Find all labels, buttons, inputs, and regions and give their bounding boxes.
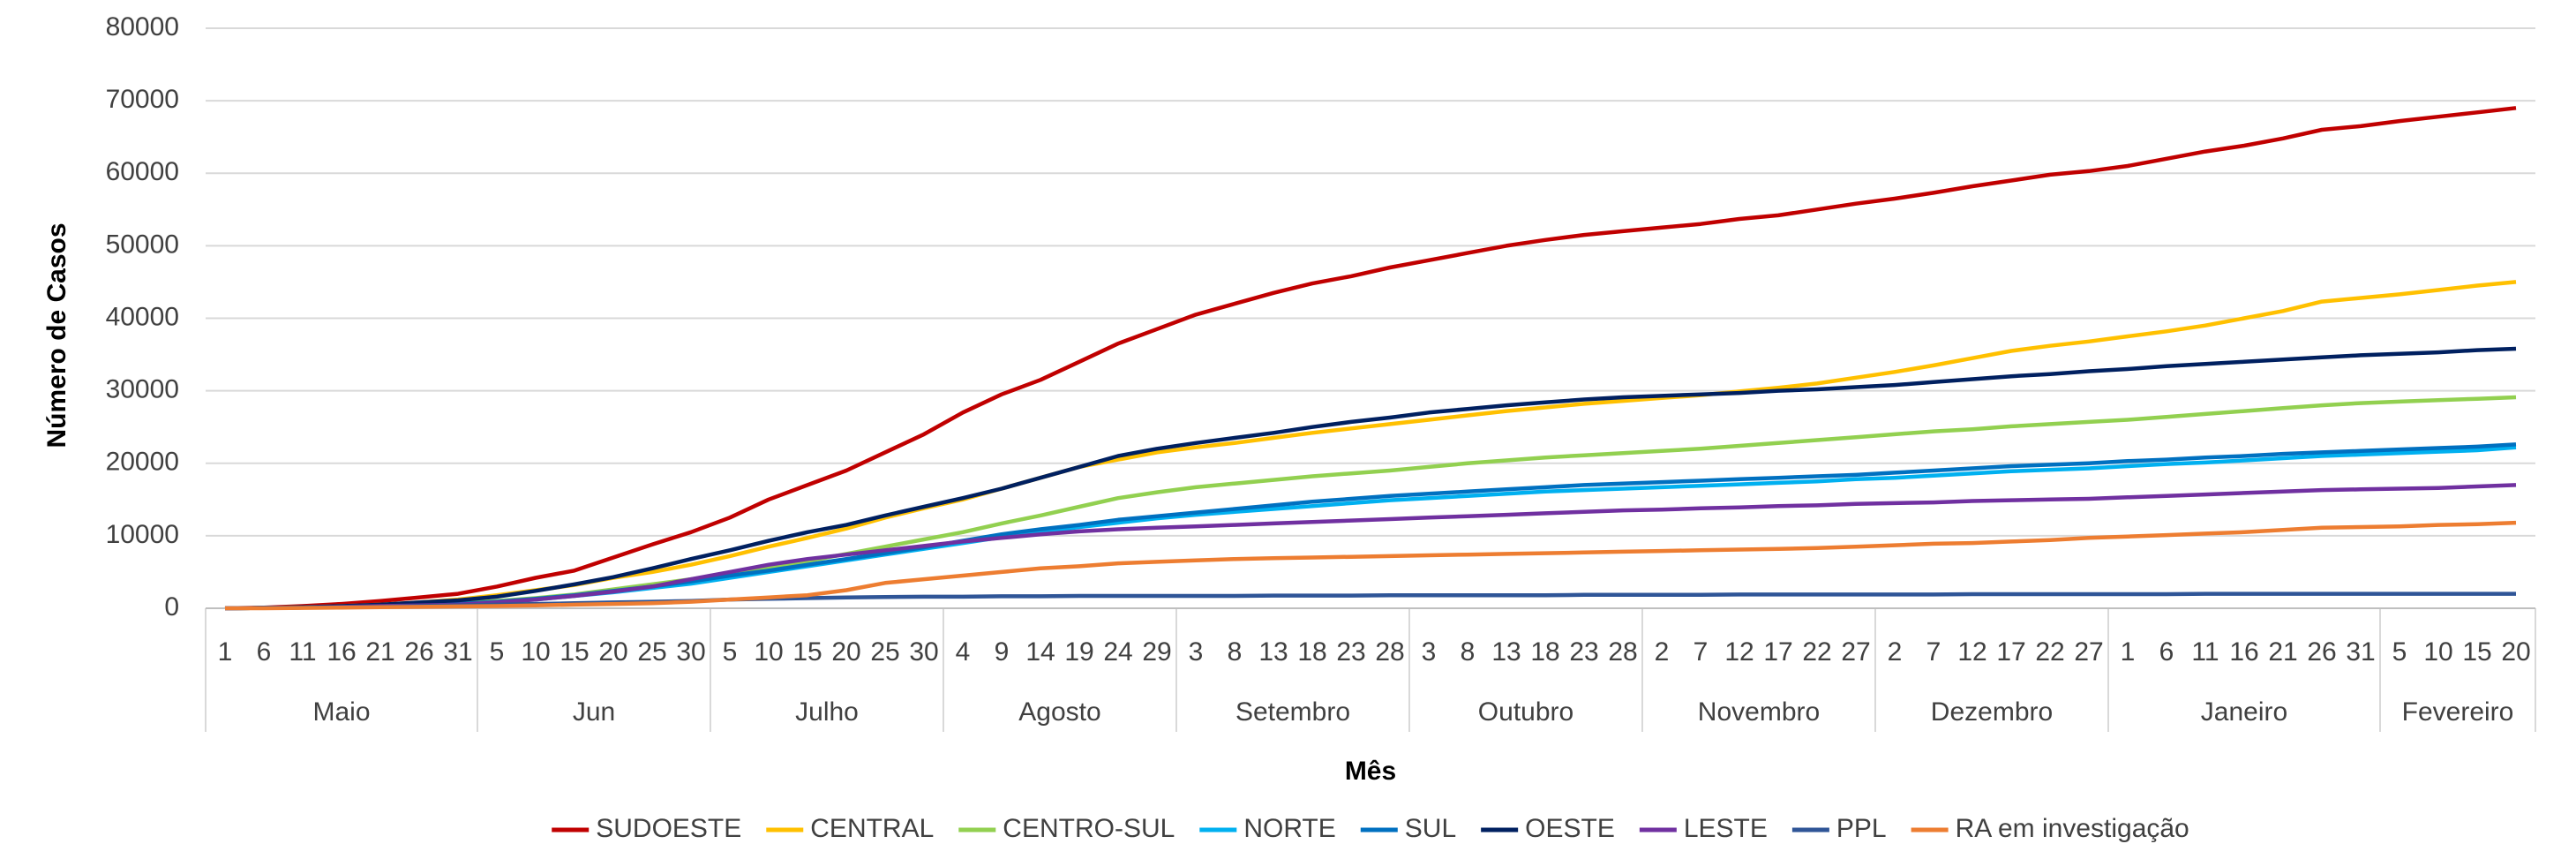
x-tick-label: 21 [2268, 637, 2297, 667]
x-tick-label: 18 [1297, 637, 1326, 667]
y-tick-label: 50000 [106, 230, 179, 259]
x-tick-label: 11 [2191, 637, 2219, 667]
x-tick-label: 5 [723, 637, 738, 667]
x-tick-label: 10 [754, 637, 783, 667]
y-tick-label: 80000 [106, 12, 179, 41]
x-tick-label: 30 [909, 637, 938, 667]
series-line [225, 520, 2517, 611]
legend-label: PPL [1836, 814, 1887, 843]
x-tick-label: 27 [2074, 637, 2103, 667]
x-tick-label: 4 [956, 637, 971, 667]
x-tick-label: 20 [2501, 637, 2530, 667]
x-tick-label: 20 [598, 637, 627, 667]
x-tick-label: 7 [1694, 637, 1709, 667]
x-tick-label: 3 [1422, 637, 1437, 667]
legend-label: SUL [1405, 814, 1456, 843]
y-axis-title: Número de Casos [42, 222, 71, 448]
x-tick-label: 6 [257, 637, 272, 667]
y-tick-label: 40000 [106, 302, 179, 331]
x-tick-label: 15 [560, 637, 589, 667]
x-tick-label: 28 [1375, 637, 1404, 667]
x-group-label: Maio [312, 697, 370, 727]
x-tick-label: 14 [1025, 637, 1055, 667]
x-tick-label: 17 [1763, 637, 1792, 667]
x-tick-label: 18 [1530, 637, 1559, 667]
x-tick-label: 29 [1142, 637, 1171, 667]
x-tick-label: 25 [637, 637, 666, 667]
legend-label: RA em investigação [1956, 814, 2189, 843]
x-tick-label: 1 [218, 637, 233, 667]
x-tick-label: 26 [2307, 637, 2336, 667]
x-tick-label: 28 [1608, 637, 1637, 667]
y-tick-label: 30000 [106, 375, 179, 404]
legend-label: NORTE [1243, 814, 1335, 843]
x-group-label: Julho [795, 697, 859, 727]
x-axis-title: Mês [1345, 757, 1396, 786]
legend-label: CENTRO-SUL [1003, 814, 1175, 843]
x-tick-label: 7 [1926, 637, 1941, 667]
x-tick-label: 3 [1189, 637, 1204, 667]
x-group-label: Setembro [1235, 697, 1350, 727]
x-tick-label: 15 [2462, 637, 2491, 667]
x-group-label: Novembro [1698, 697, 1820, 727]
y-tick-label: 0 [164, 592, 179, 622]
y-tick-label: 70000 [106, 85, 179, 114]
x-tick-label: 24 [1103, 637, 1132, 667]
x-tick-label: 1 [2121, 637, 2136, 667]
x-tick-label: 25 [870, 637, 899, 667]
x-tick-label: 8 [1461, 637, 1476, 667]
x-tick-label: 12 [1724, 637, 1754, 667]
x-tick-label: 6 [2159, 637, 2174, 667]
legend-label: SUDOESTE [596, 814, 741, 843]
x-tick-label: 11 [289, 637, 316, 667]
x-tick-label: 22 [2035, 637, 2064, 667]
x-tick-label: 13 [1258, 637, 1288, 667]
legend-label: LESTE [1684, 814, 1768, 843]
x-tick-label: 15 [792, 637, 822, 667]
x-tick-label: 31 [2346, 637, 2375, 667]
x-group-label: Jun [573, 697, 615, 727]
x-tick-label: 20 [831, 637, 860, 667]
x-tick-label: 10 [521, 637, 550, 667]
x-group-label: Fevereiro [2402, 697, 2514, 727]
x-tick-label: 26 [404, 637, 433, 667]
x-tick-label: 10 [2423, 637, 2452, 667]
x-tick-label: 16 [2229, 637, 2258, 667]
x-group-label: Janeiro [2201, 697, 2287, 727]
x-tick-label: 12 [1957, 637, 1986, 667]
y-tick-label: 20000 [106, 448, 179, 477]
x-tick-label: 31 [443, 637, 472, 667]
x-tick-label: 21 [365, 637, 394, 667]
x-tick-label: 5 [2392, 637, 2407, 667]
x-group-label: Agosto [1018, 697, 1100, 727]
x-tick-label: 27 [1841, 637, 1870, 667]
x-tick-label: 9 [995, 637, 1010, 667]
legend-label: OESTE [1525, 814, 1615, 843]
x-tick-label: 2 [1655, 637, 1670, 667]
x-tick-label: 23 [1336, 637, 1365, 667]
legend-label: CENTRAL [810, 814, 934, 843]
y-tick-label: 60000 [106, 157, 179, 186]
x-tick-label: 13 [1491, 637, 1521, 667]
x-tick-label: 8 [1228, 637, 1243, 667]
x-tick-label: 17 [1996, 637, 2025, 667]
x-tick-label: 30 [676, 637, 705, 667]
y-tick-label: 10000 [106, 520, 179, 549]
series-line [224, 346, 2517, 611]
x-tick-label: 22 [1802, 637, 1831, 667]
series-line [224, 106, 2517, 611]
x-group-label: Outubro [1478, 697, 1573, 727]
x-group-label: Dezembro [1931, 697, 2053, 727]
x-tick-label: 16 [327, 637, 356, 667]
x-tick-label: 2 [1888, 637, 1903, 667]
series-line [224, 483, 2517, 611]
x-tick-label: 19 [1064, 637, 1093, 667]
x-tick-label: 23 [1569, 637, 1598, 667]
x-tick-label: 5 [490, 637, 505, 667]
